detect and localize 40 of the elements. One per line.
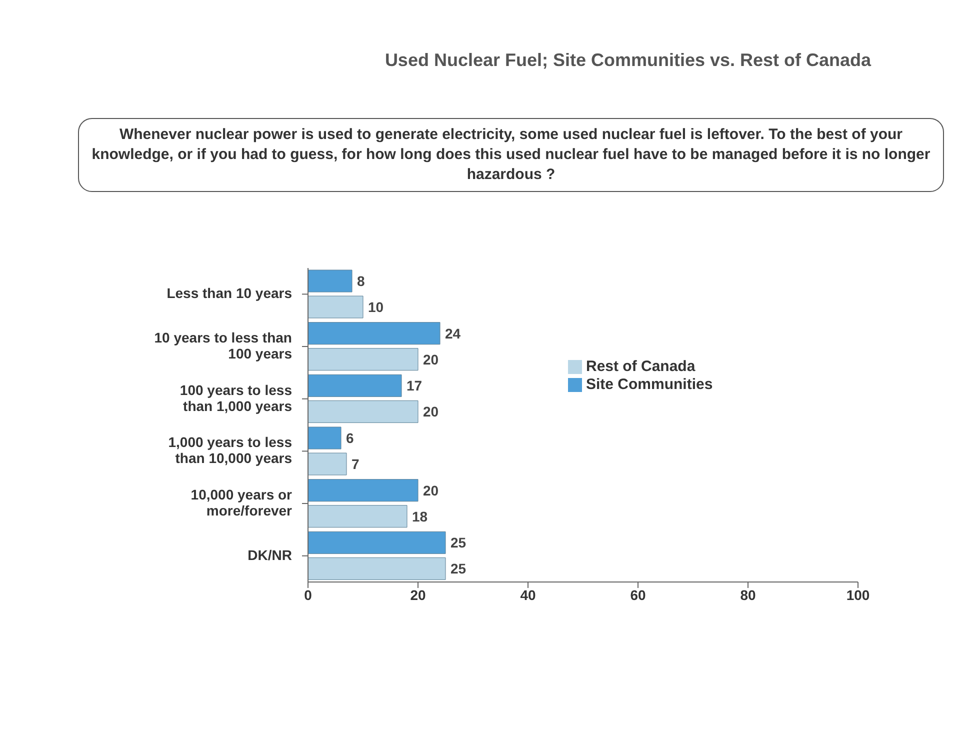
legend-label: Site Communities — [586, 376, 713, 393]
data-label: 17 — [406, 378, 422, 394]
data-label: 10 — [368, 298, 384, 315]
bar — [308, 557, 446, 580]
bar — [308, 426, 342, 450]
y-tick-label: DK/NR — [248, 546, 292, 563]
bar — [308, 322, 440, 345]
data-label: 20 — [423, 404, 439, 420]
data-label: 8 — [357, 272, 365, 289]
bar — [308, 505, 408, 528]
y-tick-label: 100 years to less than 1,000 years — [180, 382, 292, 414]
bar — [308, 296, 364, 318]
data-label: 7 — [352, 456, 360, 472]
bar — [308, 270, 352, 292]
y-tick-label: 10,000 years or more/forever — [190, 486, 293, 518]
chart-title: Used Nuclear Fuel; Site Communities vs. Rest of Canada — [384, 50, 872, 71]
legend-label: Rest of Canada — [586, 358, 696, 375]
bar — [308, 400, 418, 423]
data-label: 24 — [445, 325, 461, 342]
data-label: 25 — [450, 534, 466, 551]
x-tick-label: 0 — [304, 586, 312, 603]
bar — [308, 348, 418, 371]
data-label: 25 — [450, 560, 466, 577]
x-tick-label: 80 — [740, 586, 756, 603]
bar — [308, 374, 402, 397]
x-tick-label: 100 — [846, 586, 870, 603]
data-label: 18 — [412, 508, 428, 524]
bar — [308, 452, 347, 476]
y-tick-label: 1,000 years to less than 10,000 years — [168, 434, 292, 466]
x-tick-label: 60 — [630, 586, 646, 603]
x-tick-label: 40 — [520, 586, 536, 603]
x-tick-label: 20 — [410, 586, 426, 603]
data-label: 20 — [423, 482, 439, 498]
chart-subtitle: Whenever nuclear power is used to generate electricity, some used nuclear fuel is leftover. To the best of your knowledge, or if you had to guess, for how long does this used nuclear fuel have to be managed before it is no longer hazardous ? — [78, 118, 944, 192]
bar — [308, 479, 418, 502]
bar — [308, 531, 446, 554]
data-label: 6 — [346, 430, 354, 446]
y-tick-label: 10 years to less than 100 years — [154, 329, 292, 362]
y-tick-label: Less than 10 years — [166, 284, 292, 301]
data-label: 20 — [423, 351, 439, 368]
